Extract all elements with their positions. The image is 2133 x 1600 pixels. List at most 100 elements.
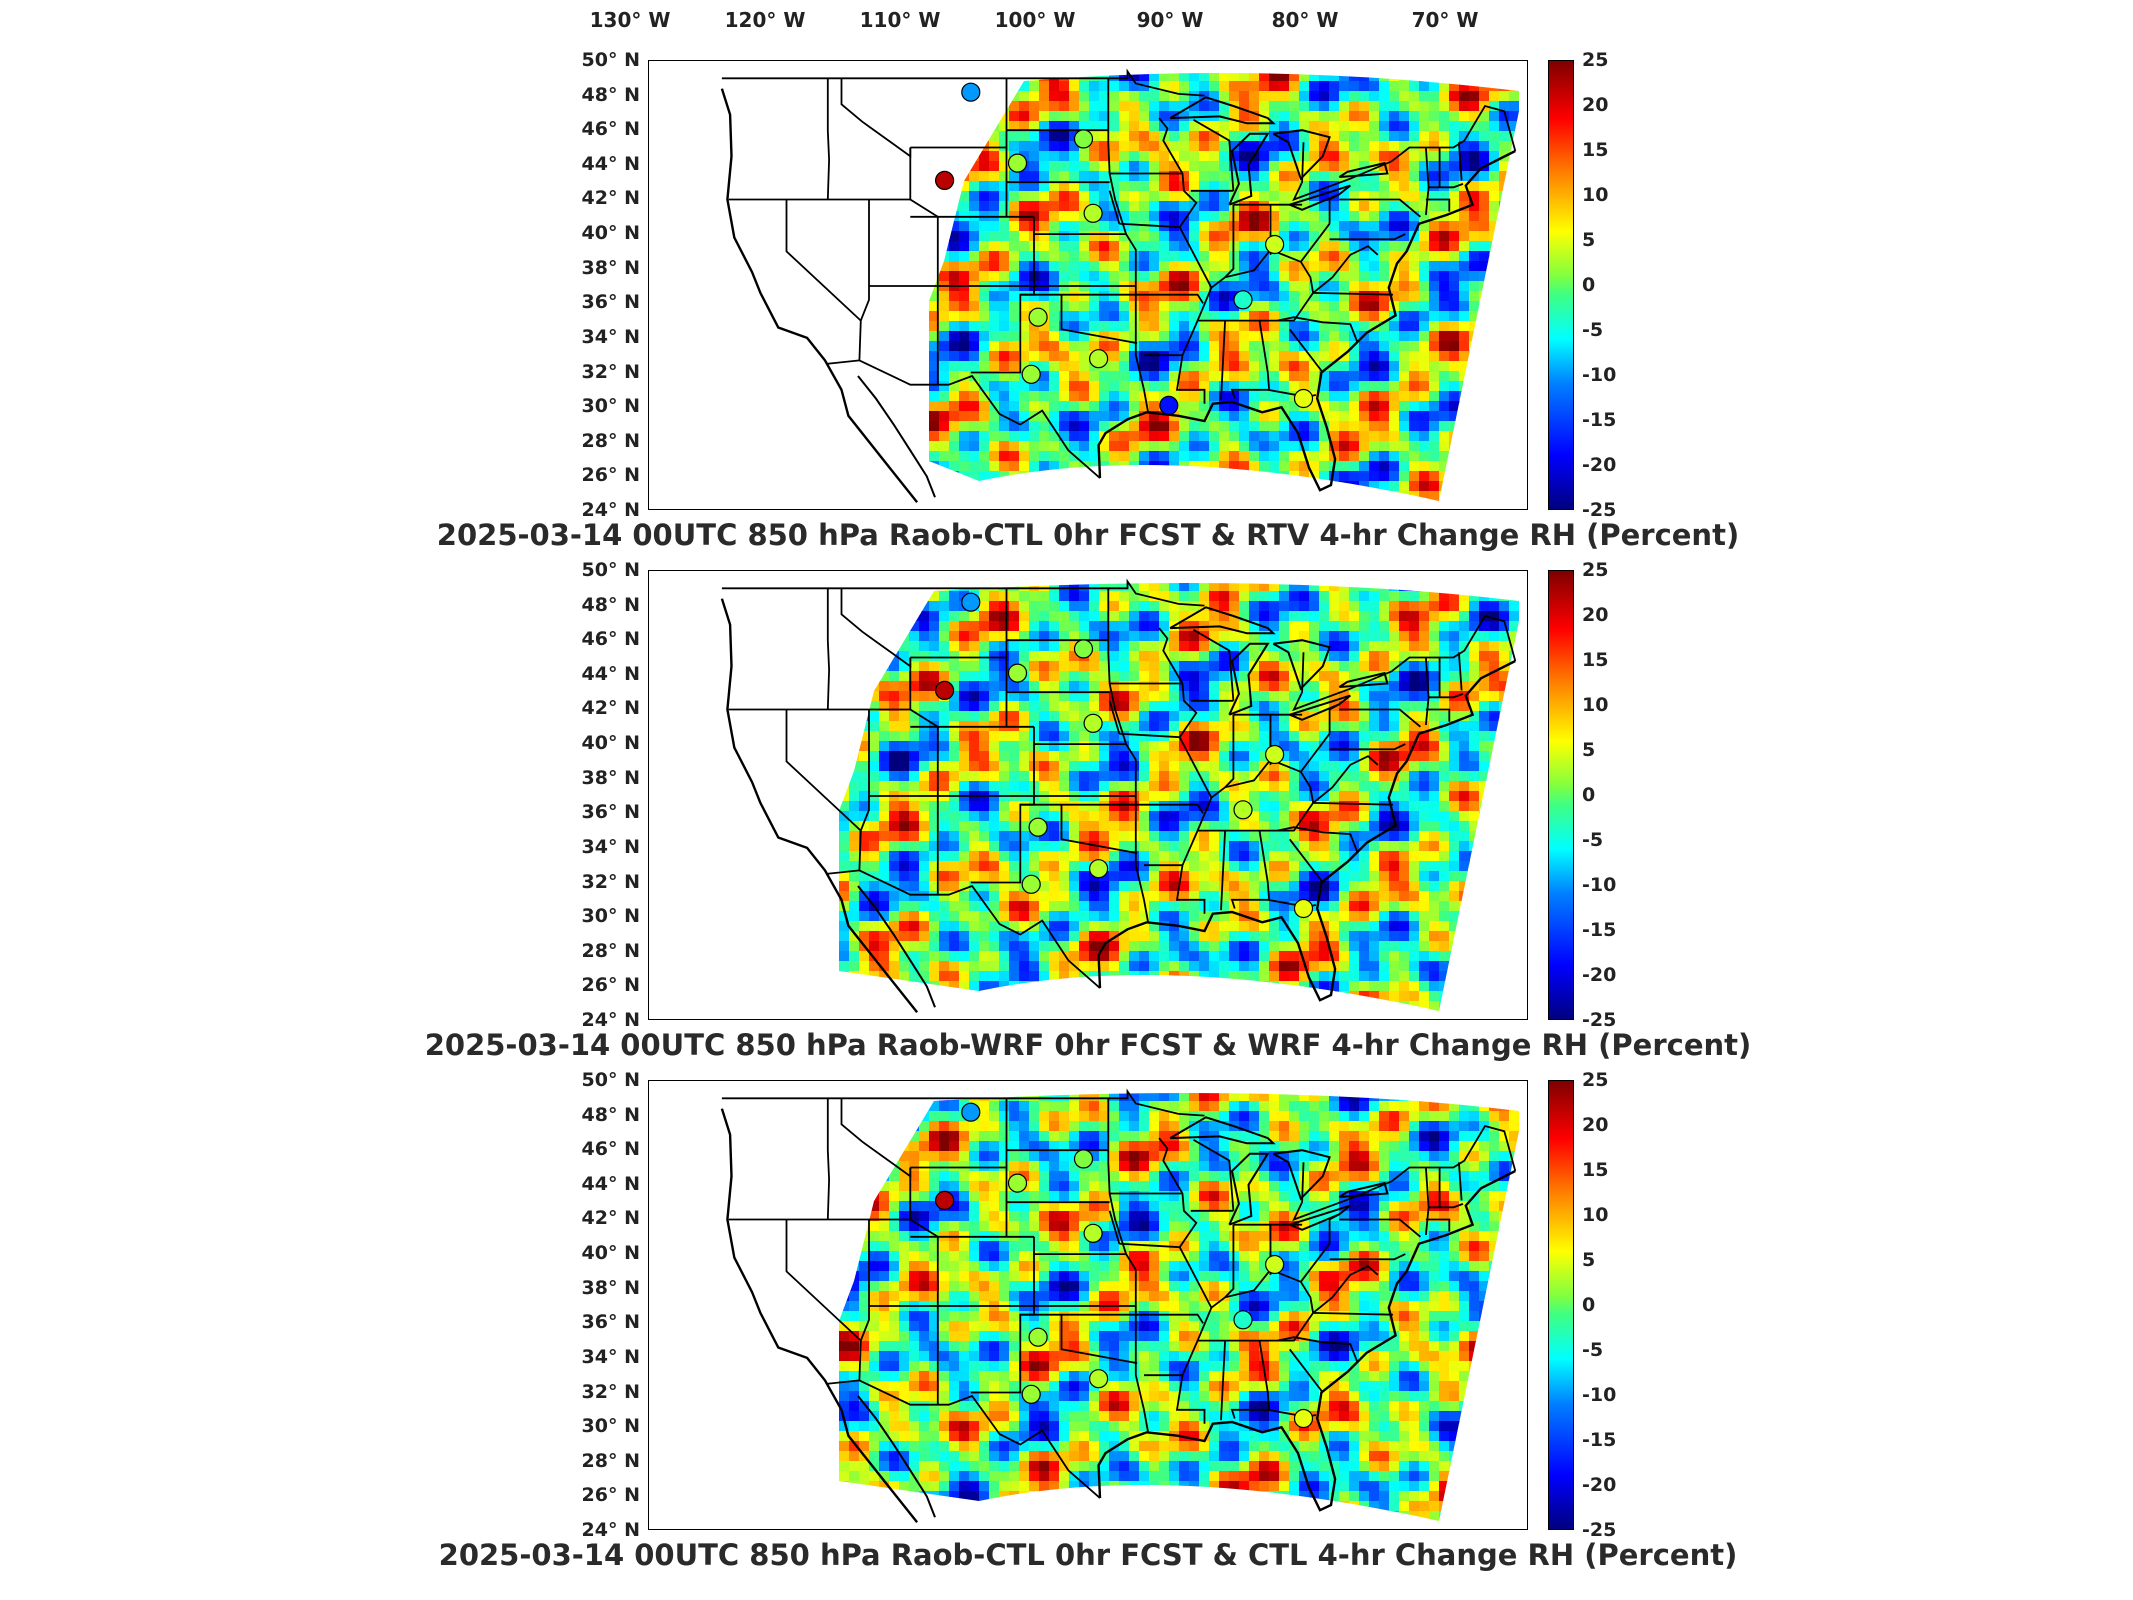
latitude-tick-label: 32° N [581,360,640,383]
great-lake-outline [1289,694,1351,721]
great-lake-outline [1169,1116,1276,1145]
border-canada [721,1088,1205,1117]
colorbar-tick-label: 15 [1582,649,1609,671]
state-boundary [1135,1313,1204,1324]
great-lake-outline [1272,1149,1331,1201]
border-canada-east [1292,1124,1517,1222]
coastline-gulf-atlantic [1097,1169,1516,1512]
state-boundary [1119,222,1180,229]
great-lake-outline [1289,184,1351,211]
colorbar-tick-label: -20 [1582,454,1617,476]
state-boundary [1108,700,1121,734]
colorbar-tick-label: -15 [1582,919,1617,941]
state-boundary [1277,826,1358,852]
state-boundary [1277,1336,1358,1362]
latitude-tick-label: 48° N [581,83,640,106]
state-boundary [1197,291,1393,322]
colorbar-tick-label: -15 [1582,409,1617,431]
state-boundary [826,1098,831,1220]
latitude-tick-label: 40° N [581,1242,640,1265]
colorbar-tick-label: 10 [1582,1204,1609,1226]
raob-station-marker [1264,234,1285,255]
state-boundary [1328,1213,1340,1244]
latitude-tick-label: 44° N [581,152,640,175]
colorbar-tick-label: 20 [1582,1114,1609,1136]
latitude-tick-label: 46° N [581,1138,640,1161]
latitude-tick-label: 46° N [581,118,640,141]
latitude-tick-label: 26° N [581,1484,640,1507]
state-boundary [909,147,939,385]
state-boundary [1339,708,1421,728]
state-boundary [1107,78,1149,413]
raob-stations [935,1102,1314,1429]
raob-station-marker [961,592,981,612]
raob-stations [935,82,1314,415]
great-lake-outline [1228,132,1270,206]
raob-station-marker [1264,1254,1285,1275]
state-boundary [1107,588,1149,923]
latitude-tick-label: 42° N [581,187,640,210]
colorbar-tick-label: 20 [1582,94,1609,116]
raob-station-marker [1007,153,1028,173]
latitude-tick-label: 24° N [581,499,640,521]
latitude-tick-label: 34° N [581,835,640,858]
raob-station-marker [1073,639,1094,659]
raob-station-marker [1021,364,1041,384]
raob-station-marker [1089,349,1109,369]
latitude-tick-label: 38° N [581,766,640,789]
map-boundaries [720,578,1517,1014]
latitude-tick-label: 48° N [581,1103,640,1126]
state-boundary [785,1219,862,1342]
state-boundary [1224,204,1235,278]
raob-station-marker [1083,1223,1103,1243]
coastline-west [720,88,919,504]
state-boundary [1193,1139,1235,1211]
state-boundary [1193,119,1235,191]
map-boundaries [720,1088,1517,1524]
raob-station-marker [1089,1369,1109,1389]
colorbar-tick-label: -25 [1582,1519,1617,1541]
state-boundary [1108,190,1121,224]
great-lake-outline [1338,671,1389,688]
border-mexico [826,869,1101,989]
raob-station-marker [1083,713,1103,733]
latitude-tick-label: 48° N [581,593,640,616]
raob-station-marker [935,1190,955,1211]
state-boundary [1312,755,1379,804]
raob-station-marker [1028,307,1048,327]
colorbar-tick-label: 20 [1582,604,1609,626]
state-boundary [1428,183,1464,189]
coastline-gulf-atlantic [1097,149,1516,492]
state-boundary [826,588,831,710]
raob-station-marker [1233,1310,1253,1330]
state-boundary [1277,316,1358,342]
great-lake-outline [1338,1181,1389,1198]
state-boundary [840,78,912,158]
coastline-gulf-of-california [857,1395,936,1518]
state-boundary [1193,629,1235,701]
colorbar-tick-label: 25 [1582,1069,1609,1091]
state-boundary [858,199,870,361]
colorbar-tick-label: 25 [1582,559,1609,581]
coastline-gulf-of-california [857,375,936,498]
state-boundary [1312,245,1379,294]
raob-station-marker [1159,395,1179,415]
latitude-tick-label: 50° N [581,559,640,581]
state-boundary [1135,293,1204,304]
longitude-tick-label: 120° W [724,8,806,32]
raob-station-marker [1293,898,1314,919]
state-boundary [1224,1224,1235,1298]
state-boundary [1458,652,1463,691]
colorbar-tick-label: -20 [1582,964,1617,986]
great-lake-outline [1169,96,1276,125]
latitude-tick-label: 40° N [581,732,640,755]
raob-station-marker [1007,1173,1028,1193]
latitude-tick-label: 44° N [581,662,640,685]
colorbar-tick-label: 15 [1582,139,1609,161]
colorbar-tick-label: 5 [1582,1249,1596,1271]
state-boundary [1425,1218,1451,1232]
map-canvas [720,578,1519,1014]
state-boundary [840,588,912,668]
great-lake-outline [1272,129,1331,181]
